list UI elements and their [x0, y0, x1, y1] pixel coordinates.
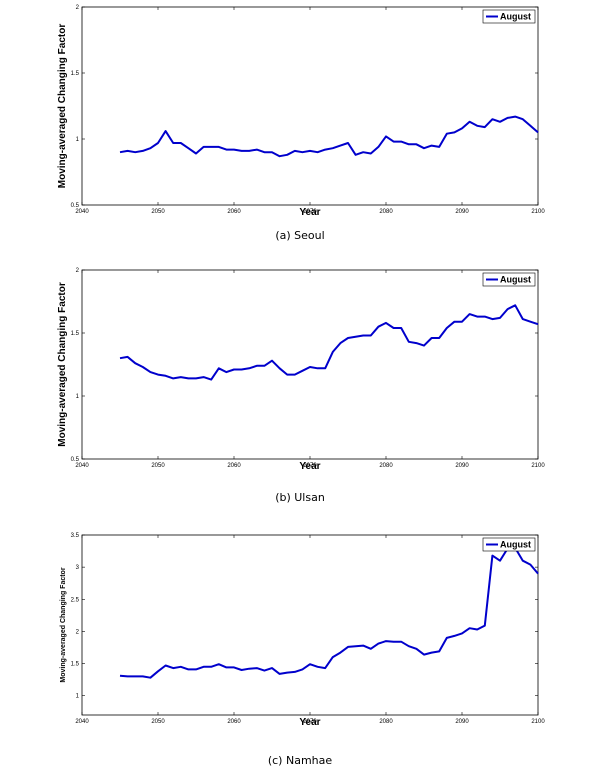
legend-box	[482, 9, 536, 24]
legend-label: August	[500, 275, 531, 285]
x-tick-label: 2070	[303, 463, 317, 469]
y-axis-label: Moving-averaged Changing Factor	[57, 24, 68, 189]
x-tick-label: 2060	[227, 719, 241, 725]
legend-label: August	[500, 540, 531, 550]
chart-panel-namhae: 2040 2050 2060 2070 2080 2090 2100 1 1.5 2 2.5 3 3.5…	[0, 526, 600, 776]
x-tick-label: 2060	[227, 209, 241, 215]
x-axis-label: Year	[299, 207, 320, 218]
x-tick-label: 2090	[455, 209, 469, 215]
x-tick-label: 2050	[151, 719, 165, 725]
legend-box	[482, 537, 536, 552]
x-tick-label: 2090	[455, 719, 469, 725]
x-axis-label: Year	[299, 461, 320, 472]
plot-area	[81, 534, 539, 716]
chart-panel-ulsan: 2040 2050 2060 2070 2080 2090 2100 0.5 1 1.5 2 Year…	[0, 262, 600, 512]
series-line-august	[119, 546, 539, 679]
y-tick-label: 1.5	[71, 662, 80, 668]
y-tick-label: 1.5	[71, 331, 80, 337]
x-tick-label: 2070	[303, 719, 317, 725]
x-tick-label: 2100	[531, 463, 545, 469]
series-line-august	[119, 304, 539, 381]
legend-box	[482, 272, 536, 287]
y-tick-label: 3	[76, 565, 80, 571]
x-tick-label: 2100	[531, 719, 545, 725]
x-tick-label: 2100	[531, 209, 545, 215]
y-axis-label: Moving-averaged Changing Factor	[57, 282, 68, 447]
plot-area	[81, 269, 539, 460]
chart-panel-seoul: 2040 2050 2060 2070 2080 2090 2100 0.5 1 1.5 2 Year…	[0, 0, 600, 250]
y-tick-label: 3.5	[71, 533, 80, 539]
y-tick-label: 2.5	[71, 597, 80, 603]
series-line-august	[119, 115, 539, 158]
y-tick-label: 2	[76, 629, 80, 635]
x-tick-label: 2040	[75, 463, 89, 469]
x-tick-label: 2050	[151, 463, 165, 469]
x-tick-label: 2050	[151, 209, 165, 215]
y-axis-label: Moving-averaged Changing Factor	[60, 567, 67, 682]
x-tick-label: 2080	[379, 719, 393, 725]
y-tick-label: 1	[76, 694, 80, 700]
y-tick-label: 1.5	[71, 71, 80, 77]
x-tick-label: 2080	[379, 209, 393, 215]
y-tick-label: 0.5	[71, 203, 80, 209]
legend-label: August	[500, 12, 531, 22]
x-tick-label: 2040	[75, 209, 89, 215]
chart-ulsan: 2040 2050 2060 2070 2080 2090 2100 0.5 1 1.5 2 Year…	[57, 268, 545, 472]
x-tick-label: 2070	[303, 209, 317, 215]
chart-caption: (a) Seoul	[275, 229, 325, 242]
x-tick-label: 2060	[227, 463, 241, 469]
y-tick-label: 1	[76, 394, 80, 400]
plot-area	[81, 6, 539, 206]
x-tick-label: 2040	[75, 719, 89, 725]
y-tick-label: 2	[76, 268, 80, 274]
chart-namhae: 2040 2050 2060 2070 2080 2090 2100 1 1.5 2 2.5 3 3.5…	[60, 533, 545, 728]
chart-caption: (b) Ulsan	[275, 491, 325, 504]
y-tick-label: 2	[76, 5, 80, 11]
x-tick-label: 2080	[379, 463, 393, 469]
x-tick-label: 2090	[455, 463, 469, 469]
y-tick-label: 0.5	[71, 457, 80, 463]
chart-caption: (c) Namhae	[267, 754, 333, 767]
x-axis-label: Year	[299, 717, 320, 728]
chart-seoul: 2040 2050 2060 2070 2080 2090 2100 0.5 1 1.5 2 Year…	[57, 5, 545, 218]
y-tick-label: 1	[76, 137, 80, 143]
